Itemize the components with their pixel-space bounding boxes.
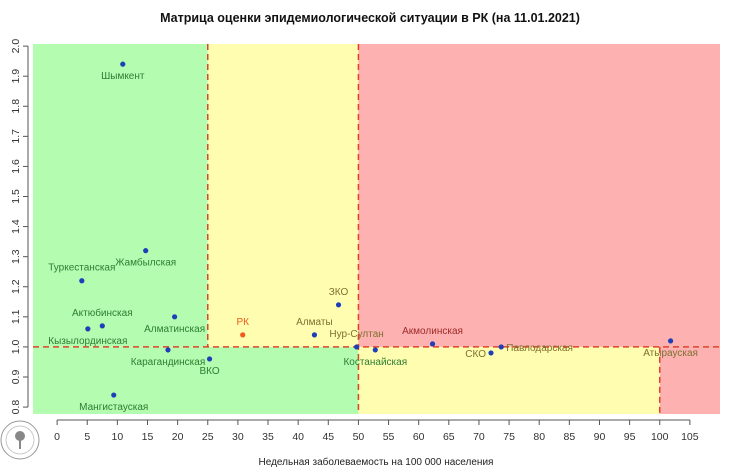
data-point <box>85 326 91 332</box>
axes: 0 5 10 15 20 25 30 35 40 45 50 55 60 65 70 75 80 85 90 95 10… <box>10 39 699 443</box>
x-tick-label: 85 <box>563 431 575 443</box>
point-label: Туркестанская <box>48 263 115 274</box>
x-tick-label: 30 <box>232 431 244 443</box>
x-tick-label: 55 <box>383 431 395 443</box>
x-tick-label: 70 <box>473 431 485 443</box>
x-tick-label: 100 <box>651 431 669 443</box>
x-tick-label: 25 <box>202 431 214 443</box>
x-tick-label: 5 <box>84 431 90 443</box>
point-label: ЗКО <box>329 287 349 298</box>
point-label: РК <box>236 317 249 328</box>
zone-green <box>33 346 359 414</box>
x-tick-label: 35 <box>262 431 274 443</box>
point-label: ВКО <box>199 366 219 377</box>
y-tick-label: 1.0 <box>10 339 22 354</box>
point-label: СКО <box>465 349 486 360</box>
data-point <box>165 347 171 353</box>
point-label: Жамбылская <box>115 257 176 269</box>
x-tick-label: 45 <box>322 431 334 443</box>
y-tick-label: 1.3 <box>10 249 22 264</box>
point-label: Павлодарская <box>506 343 573 354</box>
x-tick-label: 0 <box>54 431 60 443</box>
data-point <box>172 314 178 320</box>
y-tick-label: 1.4 <box>10 219 22 234</box>
x-tick-label: 20 <box>172 431 184 443</box>
point-label: Атырауская <box>643 348 698 359</box>
y-tick-label: 1.6 <box>10 159 22 174</box>
x-tick-label: 10 <box>112 431 124 443</box>
y-tick-label: 1.1 <box>10 309 22 324</box>
data-point <box>488 350 494 356</box>
y-tick-label: 1.2 <box>10 279 22 294</box>
x-tick-label: 50 <box>353 431 365 443</box>
y-tick-label: 1.7 <box>10 129 22 144</box>
point-label: Кызылординская <box>48 336 127 347</box>
data-point <box>667 338 674 344</box>
logo-icon <box>0 420 40 460</box>
point-label: Актюбинская <box>72 307 133 319</box>
point-label: Акмолинская <box>402 326 463 337</box>
data-point <box>111 392 117 398</box>
data-point <box>120 61 126 67</box>
point-label: Карагандинская <box>131 357 206 368</box>
zones <box>33 44 720 414</box>
chart-title: Матрица оценки эпидемиологической ситуац… <box>160 11 580 25</box>
y-tick-label: 1.5 <box>10 189 22 204</box>
y-tick-label: 1.9 <box>10 69 22 84</box>
x-tick-label: 75 <box>503 431 515 443</box>
data-point <box>99 323 105 329</box>
x-tick-label: 105 <box>681 431 699 443</box>
zone-yellow <box>358 346 660 414</box>
x-axis-label: Недельная заболеваемость на 100 000 насе… <box>259 456 494 467</box>
data-point <box>335 302 342 308</box>
y-tick-label: 0.9 <box>10 370 22 385</box>
zone-yellow <box>207 44 359 347</box>
point-label: Мангистауская <box>79 402 148 413</box>
x-tick-label: 95 <box>624 431 636 443</box>
point-label: Шымкент <box>101 71 145 82</box>
y-tick-label: 2.0 <box>10 39 22 54</box>
zone-green <box>33 44 208 347</box>
zone-red <box>358 44 720 347</box>
zone-red <box>659 346 720 414</box>
data-point <box>311 332 318 338</box>
point-label: Алматы <box>296 317 333 328</box>
point-label: Алматинская <box>144 324 205 335</box>
data-point <box>354 344 360 350</box>
x-tick-label: 40 <box>292 431 304 443</box>
data-point <box>206 356 213 362</box>
point-label: Нур-Султан <box>329 329 383 340</box>
y-tick-label: 1.8 <box>10 99 22 114</box>
point-label: Костанайская <box>343 357 407 368</box>
x-tick-label: 60 <box>413 431 425 443</box>
data-point <box>372 347 378 353</box>
x-tick-label: 90 <box>594 431 606 443</box>
data-point <box>240 332 246 338</box>
x-tick-label: 80 <box>533 431 545 443</box>
threshold-lines <box>33 44 720 414</box>
data-point <box>498 344 504 350</box>
y-tick-label: 0.8 <box>10 400 22 415</box>
data-point <box>79 278 85 284</box>
x-tick-label: 65 <box>443 431 455 443</box>
data-point <box>429 341 436 347</box>
x-tick-label: 15 <box>142 431 154 443</box>
data-point <box>143 248 149 254</box>
